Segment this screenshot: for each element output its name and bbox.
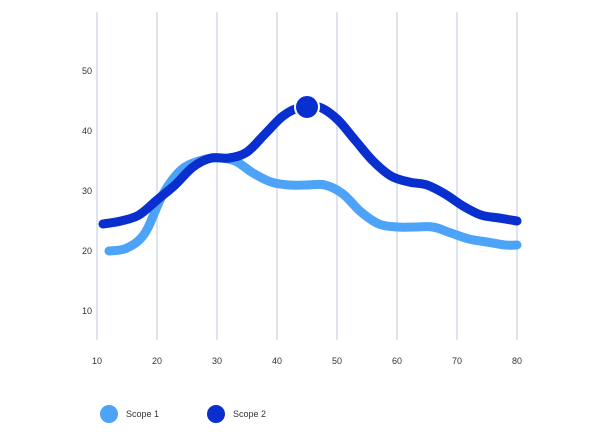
y-tick-label-30: 30 [82,186,92,196]
legend-label-scope-1: Scope 1 [126,409,160,419]
legend-item-scope-2[interactable]: Scope 2 [207,405,266,423]
legend-swatch-scope-1 [100,405,118,423]
y-tick-label-10: 10 [82,306,92,316]
highlight-marker [294,94,320,120]
x-tick-label-20: 20 [152,356,162,366]
x-tick-label-40: 40 [272,356,282,366]
legend-item-scope-1[interactable]: Scope 1 [100,405,159,423]
x-tick-label-30: 30 [212,356,222,366]
x-tick-label-80: 80 [512,356,522,366]
y-tick-label-50: 50 [82,66,92,76]
legend-label-scope-2: Scope 2 [233,409,267,419]
legend: Scope 1 Scope 2 [100,405,266,423]
legend-swatch-scope-2 [207,405,226,423]
x-tick-label-10: 10 [92,356,102,366]
series-line-scope-2 [98,101,522,229]
series-line-scope-1 [104,153,522,256]
x-tick-label-50: 50 [332,356,342,366]
x-tick-label-70: 70 [452,356,462,366]
y-tick-label-40: 40 [82,126,92,136]
y-tick-label-20: 20 [82,246,92,256]
x-tick-label-60: 60 [392,356,402,366]
